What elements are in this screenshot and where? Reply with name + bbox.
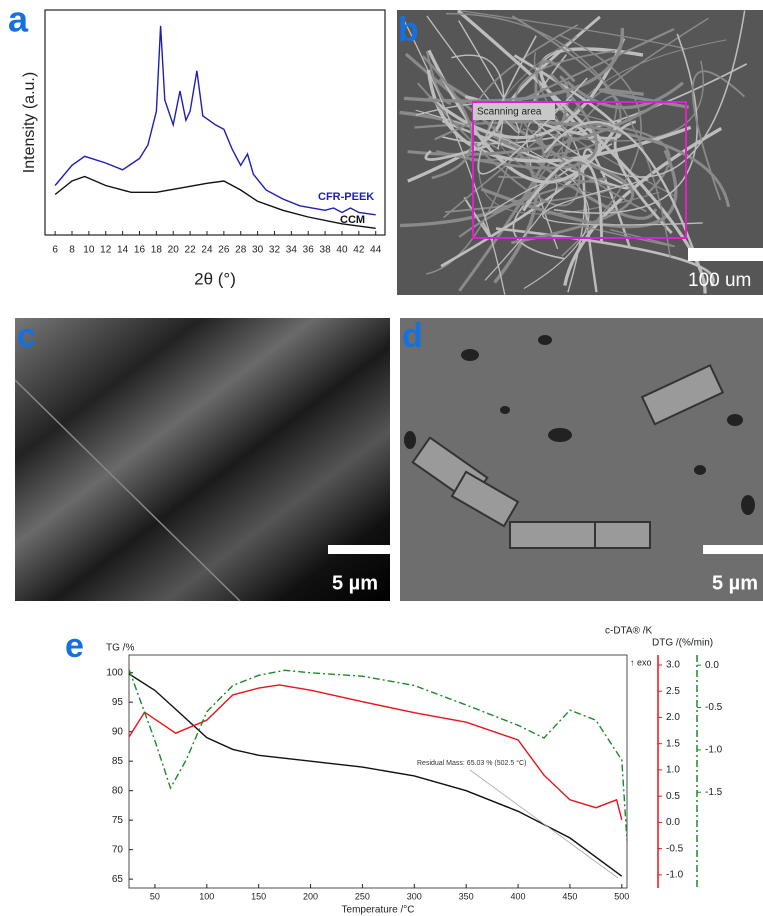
x-tick-label: 400 bbox=[511, 891, 526, 901]
y2-axis-label: c-DTA® /K bbox=[605, 626, 653, 637]
y-tick-label: 95 bbox=[112, 697, 124, 708]
y2-tick-label: 3.0 bbox=[666, 660, 680, 671]
y3-tick-label: -1.5 bbox=[705, 787, 723, 798]
x-tick-label: 350 bbox=[459, 891, 474, 901]
y-tick-label: 90 bbox=[112, 726, 124, 737]
y2-tick-label: 2.5 bbox=[666, 686, 680, 697]
x-tick-label: 500 bbox=[614, 891, 629, 901]
x-axis-label: 2θ (°) bbox=[194, 269, 236, 288]
x-tick-label: 36 bbox=[303, 245, 315, 256]
annotation: Residual Mass: 65.03 % (502.5 °C) bbox=[417, 759, 526, 767]
y2-tick-label: 1.5 bbox=[666, 738, 680, 749]
panel-label: d bbox=[402, 317, 423, 355]
image-background bbox=[15, 318, 390, 601]
y-tick-label: 65 bbox=[112, 874, 124, 885]
x-tick-label: 8 bbox=[69, 245, 75, 256]
x-tick-label: 26 bbox=[218, 245, 230, 256]
x-tick-label: 12 bbox=[100, 245, 112, 256]
x-tick-label: 28 bbox=[235, 245, 247, 256]
y-axis-label: Intensity (a.u.) bbox=[21, 72, 38, 173]
annotation-leader bbox=[470, 770, 618, 878]
series-line bbox=[129, 685, 622, 820]
panel-label: c bbox=[17, 317, 36, 355]
y-axis-label: TG /% bbox=[106, 643, 134, 654]
figure: Scanning area 100 um b 5 µm c 5 µm d 681… bbox=[0, 0, 763, 916]
y3-axis-label: DTG /(%/min) bbox=[652, 638, 713, 649]
y3-tick-label: -0.5 bbox=[705, 702, 723, 713]
y3-tick-label: 0.0 bbox=[705, 660, 719, 671]
x-tick-label: 250 bbox=[355, 891, 370, 901]
x-tick-label: 10 bbox=[83, 245, 95, 256]
x-tick-label: 6 bbox=[52, 245, 58, 256]
x-tick-label: 24 bbox=[201, 245, 213, 256]
x-tick-label: 300 bbox=[407, 891, 422, 901]
y-tick-label: 100 bbox=[106, 667, 123, 678]
series-line bbox=[55, 26, 376, 215]
sem-image-d: 5 µm d bbox=[400, 317, 763, 601]
y2-tick-label: 0.5 bbox=[666, 791, 680, 802]
scale-label: 5 µm bbox=[712, 572, 758, 594]
y-tick-label: 70 bbox=[112, 844, 124, 855]
exo-label: ↑ exo bbox=[630, 657, 652, 667]
y2-tick-label: 1.0 bbox=[666, 765, 680, 776]
y-tick-label: 80 bbox=[112, 785, 124, 796]
x-tick-label: 44 bbox=[370, 245, 382, 256]
x-tick-label: 22 bbox=[185, 245, 197, 256]
x-tick-label: 40 bbox=[336, 245, 348, 256]
x-tick-label: 32 bbox=[269, 245, 281, 256]
scale-bar bbox=[688, 248, 763, 261]
scale-label: 100 um bbox=[688, 270, 751, 291]
x-tick-label: 42 bbox=[353, 245, 365, 256]
panel-label: e bbox=[65, 627, 84, 665]
x-tick-label: 200 bbox=[303, 891, 318, 901]
x-tick-label: 30 bbox=[252, 245, 264, 256]
y3-tick-label: -1.0 bbox=[705, 745, 723, 756]
y-tick-label: 75 bbox=[112, 815, 124, 826]
x-tick-label: 450 bbox=[562, 891, 577, 901]
scale-bar bbox=[703, 545, 763, 554]
x-axis-label: Temperature /°C bbox=[342, 905, 415, 916]
scale-label: 5 µm bbox=[332, 572, 378, 594]
x-tick-label: 16 bbox=[134, 245, 146, 256]
sem-image-b: Scanning area 100 um b bbox=[397, 10, 763, 295]
panel-label: a bbox=[8, 0, 29, 40]
sem-image-c: 5 µm c bbox=[15, 317, 390, 601]
y-tick-label: 85 bbox=[112, 756, 124, 767]
x-tick-label: 50 bbox=[150, 891, 160, 901]
x-tick-label: 18 bbox=[151, 245, 163, 256]
x-tick-label: 100 bbox=[199, 891, 214, 901]
y2-tick-label: 0.0 bbox=[666, 817, 680, 828]
x-tick-label: 34 bbox=[286, 245, 298, 256]
x-tick-label: 20 bbox=[168, 245, 180, 256]
panel-label: b bbox=[398, 11, 419, 49]
annotation: Scanning area bbox=[477, 107, 542, 118]
x-tick-label: 150 bbox=[251, 891, 266, 901]
y2-tick-label: -1.0 bbox=[666, 870, 684, 881]
x-tick-label: 38 bbox=[320, 245, 332, 256]
x-tick-label: 14 bbox=[117, 245, 129, 256]
series-label: CFR-PEEK bbox=[318, 191, 374, 203]
scale-bar bbox=[328, 545, 390, 554]
series-line bbox=[129, 669, 627, 840]
y2-tick-label: -0.5 bbox=[666, 843, 684, 854]
series-label: CCM bbox=[340, 214, 365, 226]
y2-tick-label: 2.0 bbox=[666, 712, 680, 723]
plot-frame bbox=[129, 655, 627, 888]
